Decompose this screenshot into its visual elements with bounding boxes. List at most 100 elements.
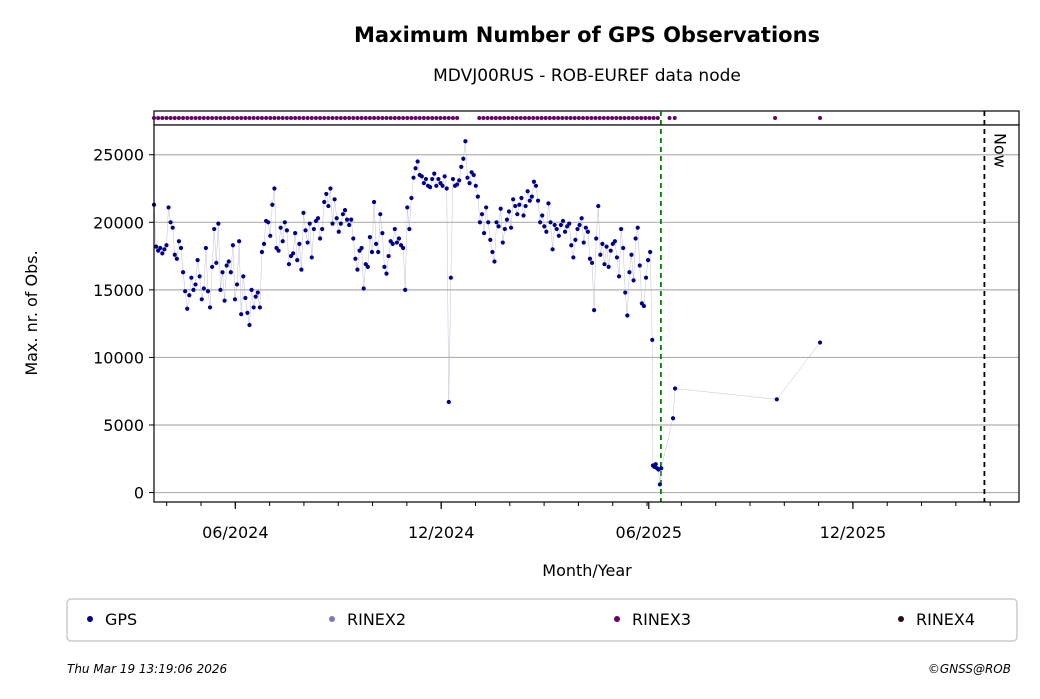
gps-point [436, 176, 441, 182]
gps-point [272, 186, 277, 191]
chart-subtitle: MDVJ00RUS - ROB-EUREF data node [433, 66, 741, 86]
gps-point [479, 212, 485, 217]
gps-point [251, 305, 256, 310]
gps-point [511, 197, 516, 202]
gps-point [612, 239, 617, 244]
gps-point [247, 322, 252, 328]
rinex3-strip-point [442, 116, 447, 120]
gps-point [670, 416, 676, 421]
y-axis-label: Max. nr. of Obs. [22, 250, 41, 375]
rinex3-strip-point [626, 116, 631, 120]
gps-point [249, 287, 254, 292]
rinex3-strip-point [259, 116, 264, 120]
gps-point [459, 164, 464, 169]
gps-point [322, 199, 327, 205]
gps-point [616, 274, 622, 279]
gps-point [160, 251, 165, 256]
gps-point [239, 312, 244, 317]
gps-point [230, 243, 235, 248]
rinex3-strip-point [272, 116, 277, 120]
rinex3-strip-point [405, 116, 410, 120]
gps-point [301, 210, 306, 215]
rinex3-strip-point [276, 116, 281, 120]
rinex3-strip-point [218, 116, 223, 120]
gps-point [311, 226, 316, 232]
gps-point [365, 264, 370, 269]
gps-point [409, 195, 414, 201]
gps-point [172, 252, 177, 257]
gps-point [176, 239, 182, 244]
rinex3-strip-point [197, 116, 202, 120]
gps-point [440, 183, 445, 188]
rinex3-strip-point [280, 116, 285, 120]
gps-point [220, 270, 225, 275]
rinex3-strip-point [655, 116, 660, 120]
rinex3-strip-point [651, 116, 656, 120]
gps-point [527, 198, 532, 203]
gps-point [307, 221, 312, 226]
gps-point [471, 172, 476, 178]
x-tick-label: 06/2025 [616, 523, 682, 542]
rinex3-strip-point [243, 116, 248, 120]
gps-point [558, 222, 563, 228]
gps-point [340, 212, 346, 217]
rinex3-strip-point [455, 116, 460, 120]
gps-point [187, 293, 192, 298]
rinex3-strip-point [539, 116, 544, 120]
rinex3-strip-point [597, 116, 602, 120]
gps-point [535, 198, 541, 203]
gps-point [378, 212, 383, 217]
gps-point [320, 226, 325, 232]
gps-point [212, 226, 217, 232]
y-tick-label: 5000 [103, 416, 144, 435]
rinex3-strip-point [518, 116, 523, 120]
gps-point [280, 239, 285, 244]
rinex3-strip-point [201, 116, 206, 120]
gps-point [631, 278, 636, 283]
rinex3-strip-point [172, 116, 177, 120]
gps-point [432, 171, 437, 176]
gps-point [189, 275, 194, 280]
gps-point [299, 267, 304, 272]
gps-point [581, 240, 586, 245]
rinex3-strip-point [510, 116, 515, 120]
gps-point [481, 231, 487, 236]
availability-strip [152, 110, 1020, 126]
rinex3-strip-point [293, 116, 298, 120]
rinex3-strip-point [255, 116, 260, 120]
rinex3-strip-point [643, 116, 648, 120]
gps-point [577, 222, 582, 228]
gps-point [386, 253, 391, 259]
gps-point [218, 287, 223, 292]
gps-point [257, 305, 262, 310]
gps-point [162, 247, 167, 252]
gps-point [525, 189, 530, 194]
gps-point [562, 229, 568, 234]
gps-point [621, 245, 626, 251]
rinex3-strip-point [572, 116, 577, 120]
gps-point [585, 229, 590, 234]
rinex3-strip-point [485, 116, 490, 120]
rinex3-strip-point [176, 116, 181, 120]
gps-point [637, 263, 642, 268]
rinex3-strip-point [522, 116, 527, 120]
y-tick-label: 25000 [93, 146, 144, 165]
gps-point [598, 252, 603, 257]
gps-point [351, 236, 356, 241]
gps-point [415, 159, 420, 164]
gps-point [359, 245, 364, 251]
rinex3-strip-point [564, 116, 569, 120]
gps-point [517, 202, 522, 207]
gps-point [266, 220, 271, 225]
y-axis: 0 5000 10000 15000 20000 25000 [93, 146, 154, 503]
rinex3-strip-point [268, 116, 273, 120]
gps-point [619, 226, 624, 232]
rinex3-strip-point [226, 116, 231, 120]
gps-point [488, 237, 493, 242]
gps-point [454, 182, 460, 187]
gps-point [286, 262, 292, 267]
x-axis-label: Month/Year [542, 561, 632, 580]
gps-point [544, 229, 549, 234]
gps-point [560, 218, 566, 224]
gps-point [554, 226, 559, 232]
